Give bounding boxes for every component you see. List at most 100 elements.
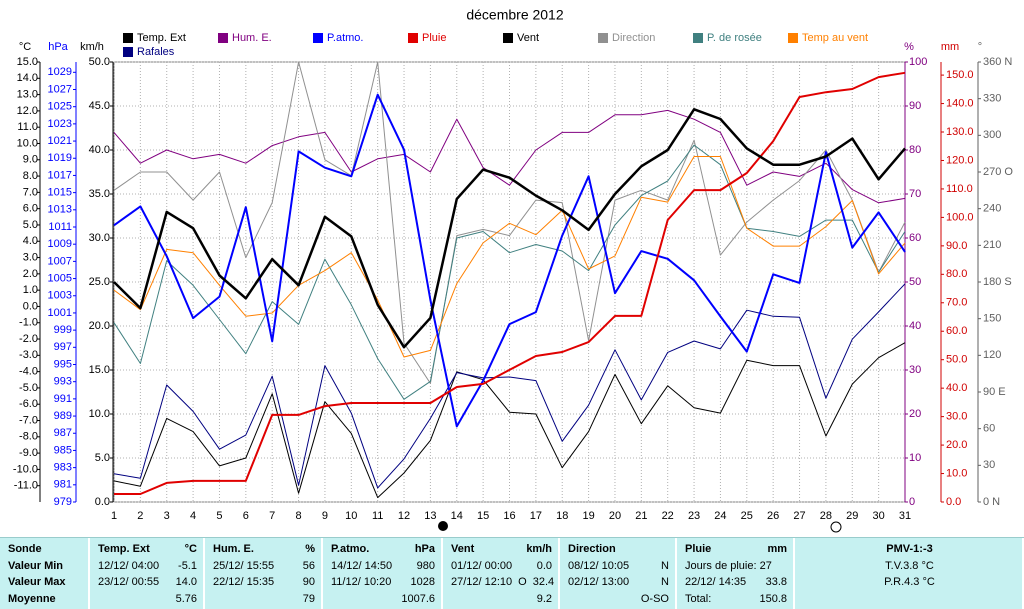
series-line [113,283,906,489]
stats-text: O-SO [640,592,669,605]
stats-cell: Pluie mm [685,541,787,558]
stats-cell: 22/12/ 14:35 33.8 [685,574,787,591]
series-line [113,61,906,384]
stats-column: Vent km/h 01/12/ 00:00 0.0 27/12/ 12:10 O 32.4… [443,538,560,609]
stats-cell: P.atmo. hPa [331,541,435,558]
y-tick-label: 0 N [983,496,1000,508]
x-tick-label: 31 [899,510,911,522]
y-tick-label: 40.0 [946,382,967,394]
y-tick-label: 0 [909,496,915,508]
stats-cell: PMV-1:-3 [803,541,1016,558]
legend-label: Rafales [137,46,175,58]
stats-text: N [661,576,669,588]
x-tick-label: 25 [741,510,753,522]
stats-text: Jours de pluie: 27 [685,559,772,572]
x-tick-label: 27 [793,510,805,522]
y-tick-label: 1025 [48,101,72,113]
x-tick-label: 18 [556,510,568,522]
stats-text: 02/12/ 13:00 [568,576,630,588]
y-tick-label: 30 [909,364,921,376]
y-tick-label: 270 O [983,166,1013,178]
y-tick-label: 60.0 [946,325,967,337]
x-tick-label: 20 [609,510,621,522]
y-tick-label: 120 [983,349,1001,361]
stats-cell: Valeur Min [8,558,82,575]
y-tick-label: 80 [909,144,921,156]
series-line [113,342,906,499]
x-tick-label: 15 [477,510,489,522]
y-tick-label: 20.0 [89,320,110,332]
stats-text: 9.2 [536,592,552,605]
y-tick-label: 1019 [48,152,72,164]
stats-cell: 9.2 [451,591,552,608]
y-tick-label: 12.0 [17,105,38,117]
x-tick-label: 24 [714,510,726,522]
x-tick-label: 2 [137,510,143,522]
y-tick-label: -6.0 [19,398,38,410]
y-tick-label: 983 [54,462,72,474]
stats-text: 980 [416,559,435,572]
stats-cell: 22/12/ 15:35 90 [213,574,315,591]
y-tick-label: 70.0 [946,297,967,309]
stats-cell: 23/12/ 00:55 14.0 [98,574,197,591]
y-tick-label: 1007 [48,255,72,267]
y-tick-label: 1015 [48,187,72,199]
stats-text: Hum. E. [213,543,254,555]
stats-text: 5.76 [175,592,197,605]
stats-cell: Total: 150.8 [685,591,787,608]
stats-text: 22/12/ 15:35 [213,576,275,588]
y-tick-label: 1011 [48,221,72,233]
y-tick-label: 60 [909,232,921,244]
legend-swatch [598,33,608,43]
axis-label: mm [941,41,959,53]
x-tick-label: 21 [635,510,647,522]
y-tick-label: 1027 [48,83,72,95]
stats-cell: Sonde [8,541,82,558]
stats-cell: Vent km/h [451,541,552,558]
y-tick-label: 985 [54,444,72,456]
axis-label: % [904,41,914,53]
y-tick-label: 995 [54,358,72,370]
stats-text: 90 [302,576,315,588]
y-tick-label: 9.0 [23,154,38,166]
y-tick-label: 120.0 [946,154,974,166]
stats-text: 22/12/ 14:35 [685,576,747,588]
series-line [113,109,906,204]
y-tick-label: 1017 [48,169,72,181]
stats-text: Vent [451,543,475,555]
y-tick-label: 981 [54,479,72,491]
y-tick-label: 130.0 [946,126,974,138]
y-tick-label: 0.0 [23,300,38,312]
y-tick-label: 1005 [48,272,72,284]
stats-text: 56 [302,559,315,572]
y-tick-label: 10.0 [946,467,967,479]
stats-column: Hum. E.% 25/12/ 15:55 56 22/12/ 15:35 90 79 [205,538,323,609]
y-tick-label: 360 N [983,56,1012,68]
y-tick-label: 60 [983,423,995,435]
stats-text: °C [184,543,197,555]
legend-label: Vent [517,32,539,44]
stats-text: -5.1 [178,559,197,572]
x-tick-label: 17 [530,510,542,522]
stats-text: Moyenne [8,592,56,605]
stats-text: 08/12/ 10:05 [568,559,630,572]
legend-label: P. de rosée [707,32,762,44]
y-tick-label: 13.0 [17,88,38,100]
x-tick-label: 1 [111,510,117,522]
stats-text: N [661,559,669,572]
y-tick-label: 999 [54,324,72,336]
stats-cell: 11/12/ 10:20 1028 [331,574,435,591]
stats-cell: T.V.3.8 °C [803,558,1016,575]
y-tick-label: 20.0 [946,439,967,451]
legend-label: P.atmo. [327,32,364,44]
x-tick-label: 19 [582,510,594,522]
stats-text: 32.4 [532,576,555,588]
y-tick-label: 80.0 [946,268,967,280]
y-tick-label: 0.0 [946,496,961,508]
y-tick-label: 4.0 [23,235,38,247]
y-tick-label: 5.0 [23,219,38,231]
stats-text: 79 [302,592,315,605]
stats-text: Pluie [685,543,712,555]
stats-panel: Sonde Valeur Min Valeur Max Moyenne Temp. Ex… [0,537,1024,609]
y-tick-label: 45.0 [89,100,110,112]
